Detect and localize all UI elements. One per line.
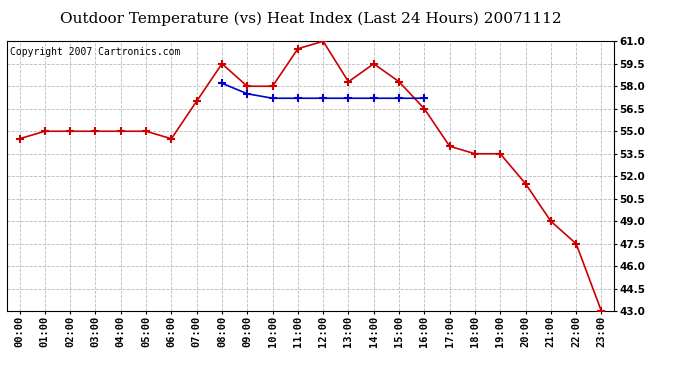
- Text: Copyright 2007 Cartronics.com: Copyright 2007 Cartronics.com: [10, 46, 180, 57]
- Text: Outdoor Temperature (vs) Heat Index (Last 24 Hours) 20071112: Outdoor Temperature (vs) Heat Index (Las…: [60, 11, 561, 26]
